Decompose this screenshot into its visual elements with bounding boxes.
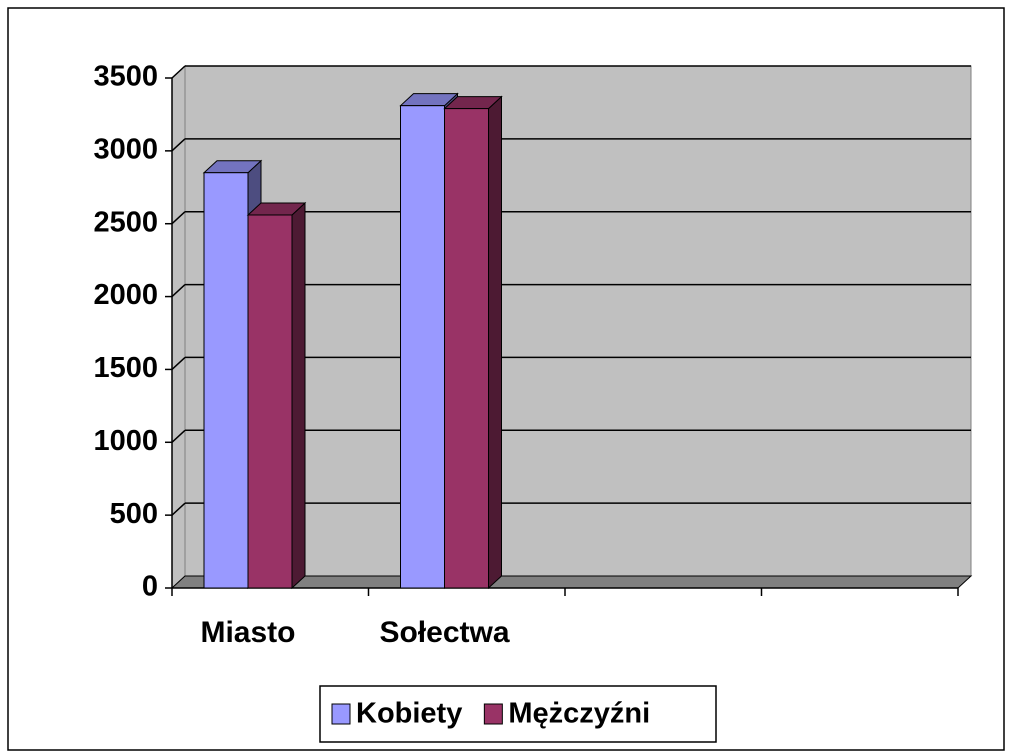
x-tick-label: Sołectwa	[379, 616, 509, 649]
bar-side	[291, 201, 306, 590]
grid-line	[171, 284, 186, 298]
bar	[443, 95, 503, 590]
legend-label: Kobiety	[356, 698, 462, 730]
grid-line	[171, 356, 186, 370]
grid-line	[171, 138, 186, 152]
y-tick-label: 1500	[93, 352, 158, 384]
legend-swatch	[331, 703, 351, 725]
x-tick-label: Miasto	[200, 616, 295, 649]
bar-side	[488, 95, 502, 590]
grid-line	[171, 429, 186, 443]
y-tick-label: 3000	[93, 134, 158, 166]
legend: Kobiety Mężczyźni	[319, 685, 717, 743]
grid-line	[171, 65, 186, 79]
y-tick-label: 0	[142, 571, 158, 603]
y-tick-label: 1000	[93, 425, 158, 457]
bar	[246, 201, 307, 590]
grid-line	[171, 502, 186, 516]
y-tick-label: 3500	[93, 61, 158, 93]
bar-front	[444, 108, 489, 589]
bar-front	[247, 214, 293, 589]
legend-swatch	[483, 703, 503, 725]
grid-line	[171, 211, 186, 225]
bar-front	[203, 172, 249, 589]
y-tick-label: 500	[110, 498, 158, 530]
bar-front	[400, 105, 445, 589]
legend-box	[319, 685, 717, 743]
legend-label: Mężczyźni	[508, 698, 650, 730]
y-tick-label: 2000	[93, 279, 158, 311]
y-tick-label: 2500	[93, 206, 158, 238]
